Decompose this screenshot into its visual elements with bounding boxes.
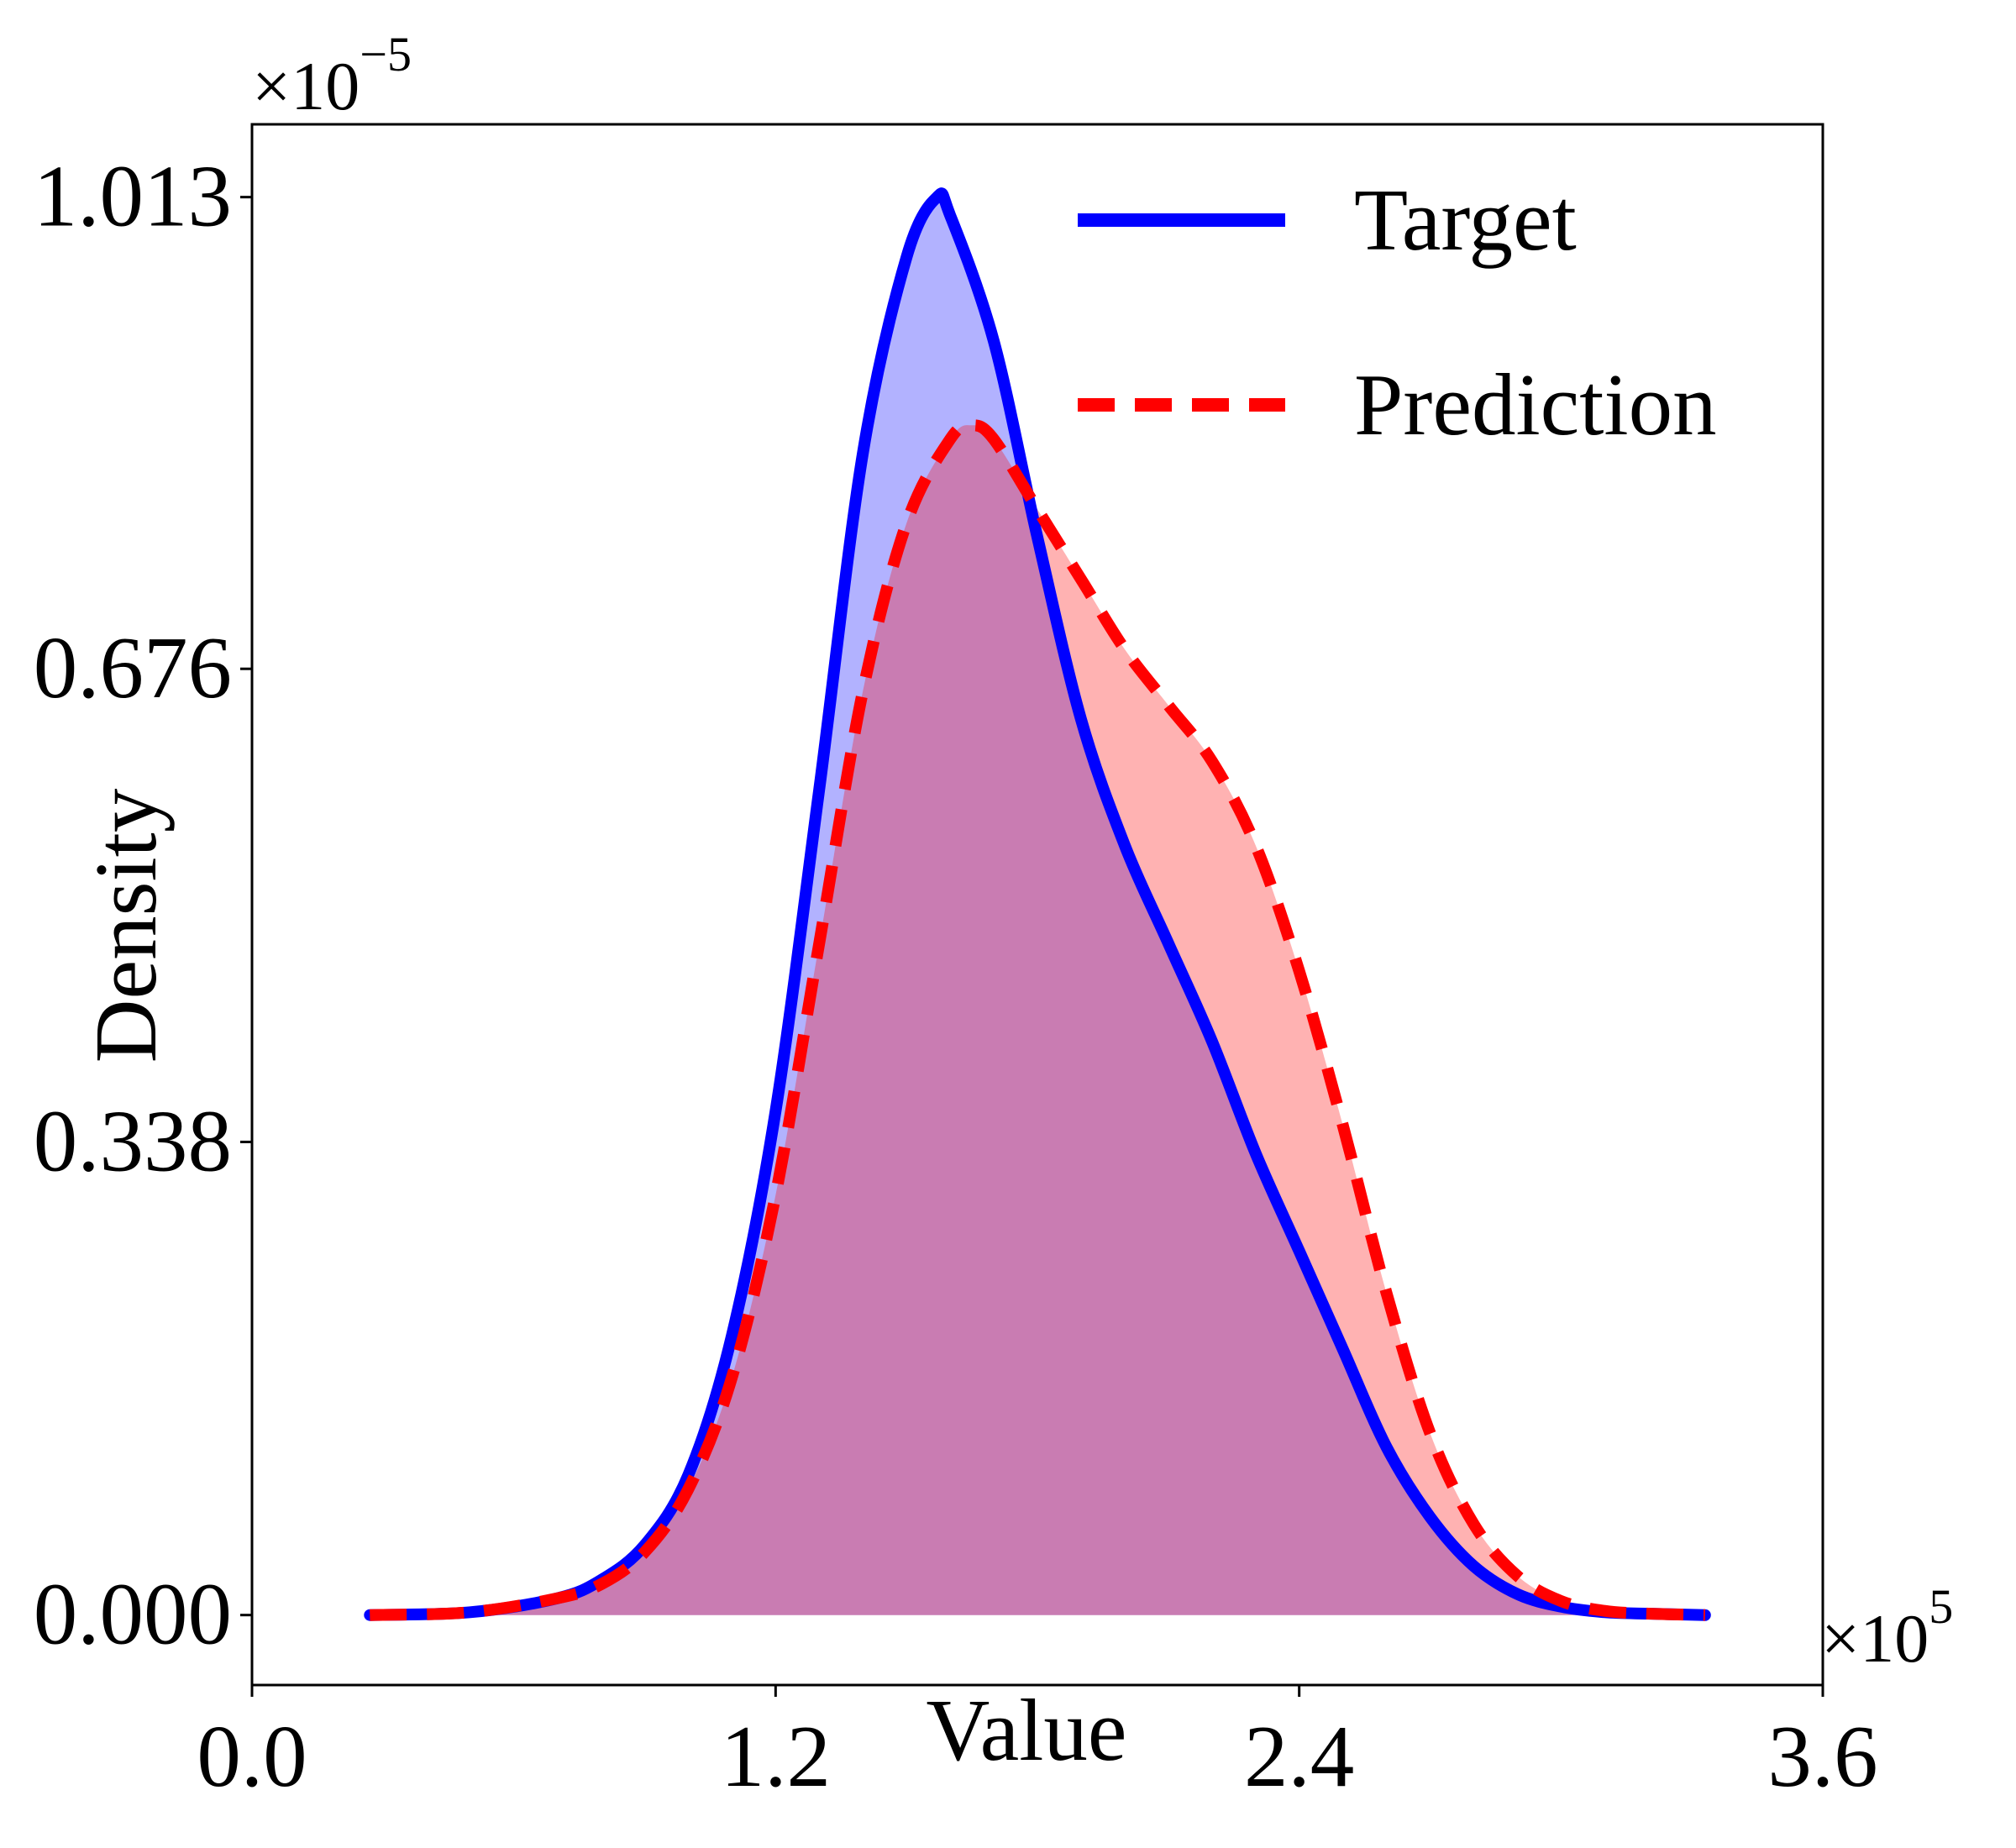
series-fills [370,193,1705,1615]
y-axis-label: Density [76,788,175,1063]
y-tick-label: 0.676 [34,618,232,717]
x-tick-label: 2.4 [1244,1707,1354,1805]
x-multiplier: ×105 [1821,1579,1953,1677]
y-tick-label: 1.013 [34,147,232,245]
x-axis-ticks: 0.0 1.2 2.4 3.6 [197,1685,1878,1805]
legend-target-label: Target [1354,171,1577,269]
prediction-area-fill [370,425,1705,1615]
target-area-fill [370,193,1705,1615]
y-multiplier: ×10−5 [252,27,412,124]
plot-frame [250,123,1824,1687]
x-tick-label: 3.6 [1767,1707,1877,1805]
target-line [364,187,1711,1621]
series-lines [364,187,1711,1621]
y-tick-label: 0.000 [34,1565,232,1663]
x-tick-label: 0.0 [197,1707,307,1805]
legend: Target Prediction [1078,171,1717,454]
y-tick-label: 0.338 [34,1091,232,1189]
x-axis-label: Value [926,1681,1126,1779]
legend-prediction-label: Prediction [1354,355,1717,454]
x-tick-label: 1.2 [721,1707,831,1805]
y-axis-ticks: 0.000 0.338 0.676 1.013 [34,147,252,1663]
